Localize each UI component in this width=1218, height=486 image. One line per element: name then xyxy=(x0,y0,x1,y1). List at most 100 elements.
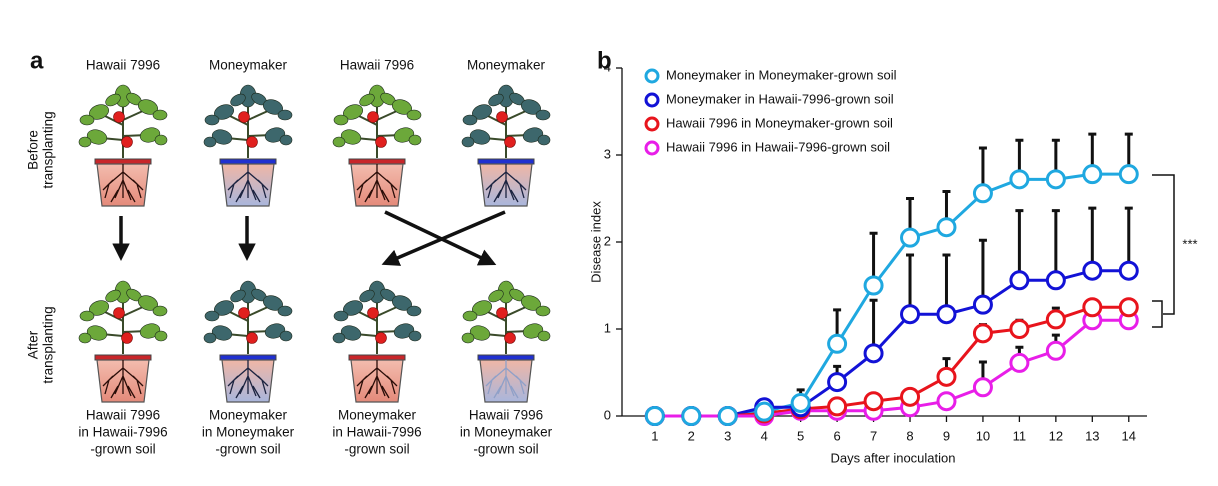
x-tick-label: 14 xyxy=(1122,428,1136,443)
x-tick-label: 6 xyxy=(833,428,840,443)
data-point xyxy=(1045,270,1066,291)
data-point xyxy=(1009,169,1030,190)
outcome-label: in Moneymaker xyxy=(460,425,553,440)
error-bar xyxy=(1051,209,1060,281)
y-tick-label: 3 xyxy=(604,146,611,161)
data-point xyxy=(936,304,957,325)
y-tick-label: 2 xyxy=(604,233,611,248)
y-tick-label: 1 xyxy=(604,320,611,335)
x-tick-label: 1 xyxy=(651,428,658,443)
data-point xyxy=(972,323,993,344)
plant-pot xyxy=(78,280,168,403)
significance: *** xyxy=(1182,236,1197,251)
outcome-label: in Moneymaker xyxy=(202,425,295,440)
data-point xyxy=(863,343,884,364)
column-label: Moneymaker xyxy=(467,58,546,73)
x-tick-label: 7 xyxy=(870,428,877,443)
data-point xyxy=(1045,309,1066,330)
data-point xyxy=(1009,270,1030,291)
plant-pot xyxy=(461,280,551,403)
data-point xyxy=(900,227,921,248)
plant-pot xyxy=(332,280,422,403)
data-point xyxy=(1009,319,1030,339)
arrow xyxy=(381,210,506,266)
bracket xyxy=(1152,174,1175,315)
x-axis-label: Days after inoculation xyxy=(830,450,955,465)
data-point xyxy=(1009,352,1030,373)
data-point xyxy=(1082,297,1103,318)
plant-pot xyxy=(203,280,293,403)
plant-pot xyxy=(78,84,168,207)
legend-marker xyxy=(644,140,660,156)
row-label: transplanting xyxy=(41,111,56,188)
outcome-label: in Hawaii-7996 xyxy=(332,425,421,440)
error-bar xyxy=(1088,206,1097,271)
outcome-label: -grown soil xyxy=(344,442,409,457)
data-point xyxy=(900,304,921,325)
outcome-label: in Hawaii-7996 xyxy=(78,425,167,440)
arrow xyxy=(384,210,497,266)
panel-label: b xyxy=(597,47,612,74)
data-point xyxy=(1045,340,1066,361)
column-label: Hawaii 7996 xyxy=(340,58,414,73)
row-label: After xyxy=(26,330,41,359)
data-point xyxy=(827,396,848,417)
plant-pot xyxy=(461,84,551,207)
column-label: Moneymaker xyxy=(209,58,288,73)
x-tick-label: 10 xyxy=(976,428,990,443)
data-point xyxy=(972,183,993,204)
data-point xyxy=(1045,169,1066,190)
legend-marker xyxy=(644,116,660,132)
panel-a xyxy=(78,84,551,403)
data-point xyxy=(900,386,921,407)
panel-label: a xyxy=(30,47,44,74)
x-tick-label: 9 xyxy=(943,428,950,443)
data-point xyxy=(681,406,702,426)
legend-marker xyxy=(644,68,660,84)
column-label: Hawaii 7996 xyxy=(86,58,160,73)
data-point xyxy=(1082,164,1103,185)
row-label: Before xyxy=(26,130,41,170)
data-point xyxy=(827,333,848,354)
plant-pot xyxy=(332,84,422,207)
legend-marker xyxy=(644,92,660,108)
data-point xyxy=(1118,164,1139,185)
x-tick-label: 11 xyxy=(1013,428,1027,443)
y-axis-label: Disease index xyxy=(588,201,603,283)
x-tick-label: 12 xyxy=(1049,428,1063,443)
outcome-label: -grown soil xyxy=(215,442,280,457)
x-tick-label: 2 xyxy=(688,428,695,443)
legend-label: Hawaii 7996 in Hawaii-7996-grown soil xyxy=(666,139,890,154)
outcome-label: -grown soil xyxy=(473,442,538,457)
data-point xyxy=(717,406,738,426)
arrows xyxy=(112,210,506,266)
data-point xyxy=(972,377,993,398)
legend-label: Hawaii 7996 in Moneymaker-grown soil xyxy=(666,115,893,130)
chart-bracket xyxy=(1152,174,1175,328)
data-point xyxy=(863,391,884,412)
outcome-label: -grown soil xyxy=(90,442,155,457)
legend-label: Moneymaker in Moneymaker-grown soil xyxy=(666,67,897,82)
data-point xyxy=(1118,260,1139,281)
error-bar xyxy=(1124,206,1133,271)
data-point xyxy=(936,217,957,238)
error-bar xyxy=(978,238,987,305)
data-point xyxy=(972,294,993,315)
y-tick-label: 0 xyxy=(604,407,611,422)
data-point xyxy=(790,392,811,413)
outcome-label: Hawaii 7996 xyxy=(469,408,543,423)
x-tick-label: 13 xyxy=(1085,428,1099,443)
outcome-label: Moneymaker xyxy=(338,408,417,423)
x-tick-label: 5 xyxy=(797,428,804,443)
data-point xyxy=(644,406,665,426)
x-tick-label: 3 xyxy=(724,428,731,443)
data-point xyxy=(1118,297,1139,318)
data-point xyxy=(754,401,775,422)
outcome-label: Moneymaker xyxy=(209,408,288,423)
error-bar xyxy=(1015,209,1024,281)
data-point xyxy=(1082,260,1103,281)
outcome-label: Hawaii 7996 xyxy=(86,408,160,423)
x-tick-label: 4 xyxy=(761,428,768,443)
bracket xyxy=(1152,300,1163,328)
